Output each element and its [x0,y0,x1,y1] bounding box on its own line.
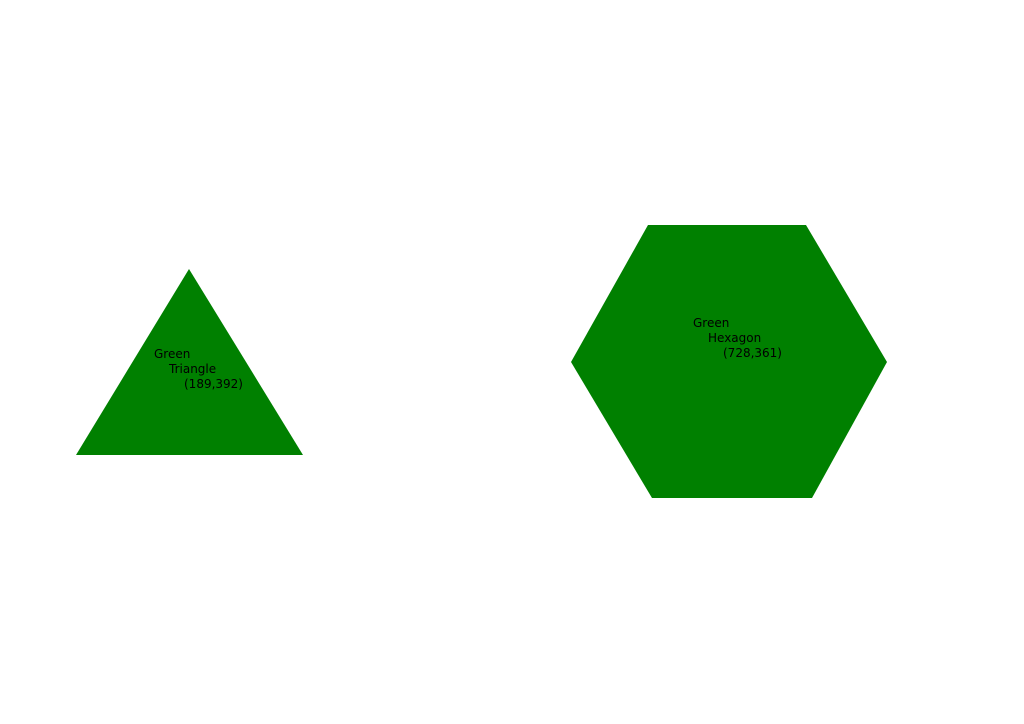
hexagon-polygon [571,225,887,498]
triangle-color-label: Green [154,347,190,361]
hexagon-shape: Green Hexagon (728,361) [571,225,887,498]
triangle-polygon [76,269,303,455]
triangle-coordinates-label: (189,392) [184,377,243,391]
triangle-shape-label: Triangle [168,362,216,376]
hexagon-coordinates-label: (728,361) [723,346,782,360]
hexagon-shape-label: Hexagon [708,331,761,345]
hexagon-color-label: Green [693,316,729,330]
triangle-shape: Green Triangle (189,392) [76,269,303,455]
